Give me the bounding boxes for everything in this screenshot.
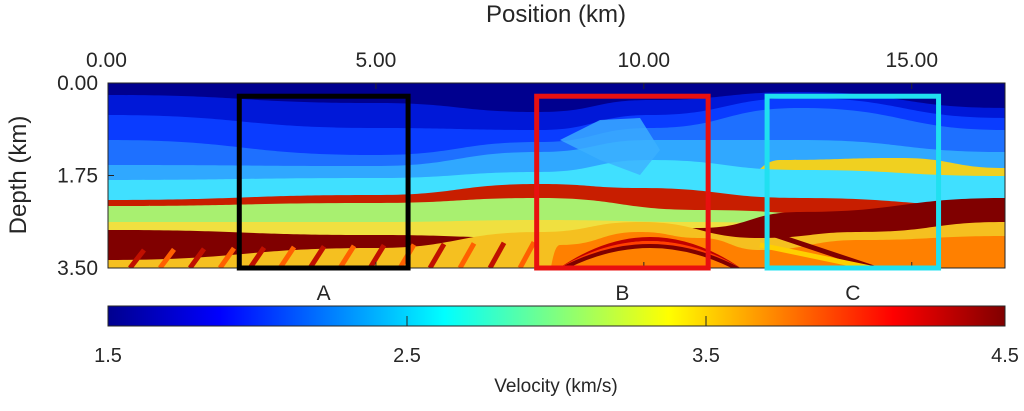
dipping-streak <box>427 242 447 268</box>
region-label: A <box>317 282 331 305</box>
x-tick-label: 10.00 <box>618 49 671 72</box>
region-box-b <box>534 93 711 271</box>
x-tick-label: 15.00 <box>885 49 938 72</box>
dipping-streak <box>487 241 507 268</box>
x-axis-label: Position (km) <box>486 1 626 28</box>
y-axis-label: Depth (km) <box>5 116 32 235</box>
x-tick-label: 5.00 <box>355 49 396 72</box>
fault-block <box>560 118 660 175</box>
dipping-streak <box>158 247 176 268</box>
velocity-field <box>108 83 1005 268</box>
dipping-streak <box>128 248 146 268</box>
colorbar-tick-label: 3.5 <box>692 345 720 367</box>
y-tick-label: 1.75 <box>57 165 98 188</box>
colorbar-tick-label: 2.5 <box>393 345 421 367</box>
dipping-streak <box>457 242 477 268</box>
dipping-streak <box>307 245 327 268</box>
region-box-a <box>236 93 411 271</box>
region-label: C <box>845 282 860 305</box>
y-tick-label: 3.50 <box>57 257 98 280</box>
y-tick-label: 0.00 <box>57 72 98 95</box>
dipping-streak <box>367 243 387 268</box>
region-box-c <box>764 93 942 271</box>
x-tick-label: 0.00 <box>86 49 127 72</box>
colorbar-tick-label: 4.5 <box>991 345 1019 367</box>
layer-arc <box>559 244 741 268</box>
colorbar-label: Velocity (km/s) <box>494 376 618 397</box>
dipping-streak <box>247 246 267 268</box>
colorbar-tick-label: 1.5 <box>94 345 122 367</box>
dipping-streak <box>217 246 237 268</box>
colorbar <box>107 305 1006 327</box>
dipping-streak <box>187 247 207 268</box>
dipping-streak <box>517 241 537 268</box>
dipping-streak <box>337 244 357 268</box>
dipping-streak <box>277 245 297 268</box>
region-label: B <box>615 282 629 305</box>
